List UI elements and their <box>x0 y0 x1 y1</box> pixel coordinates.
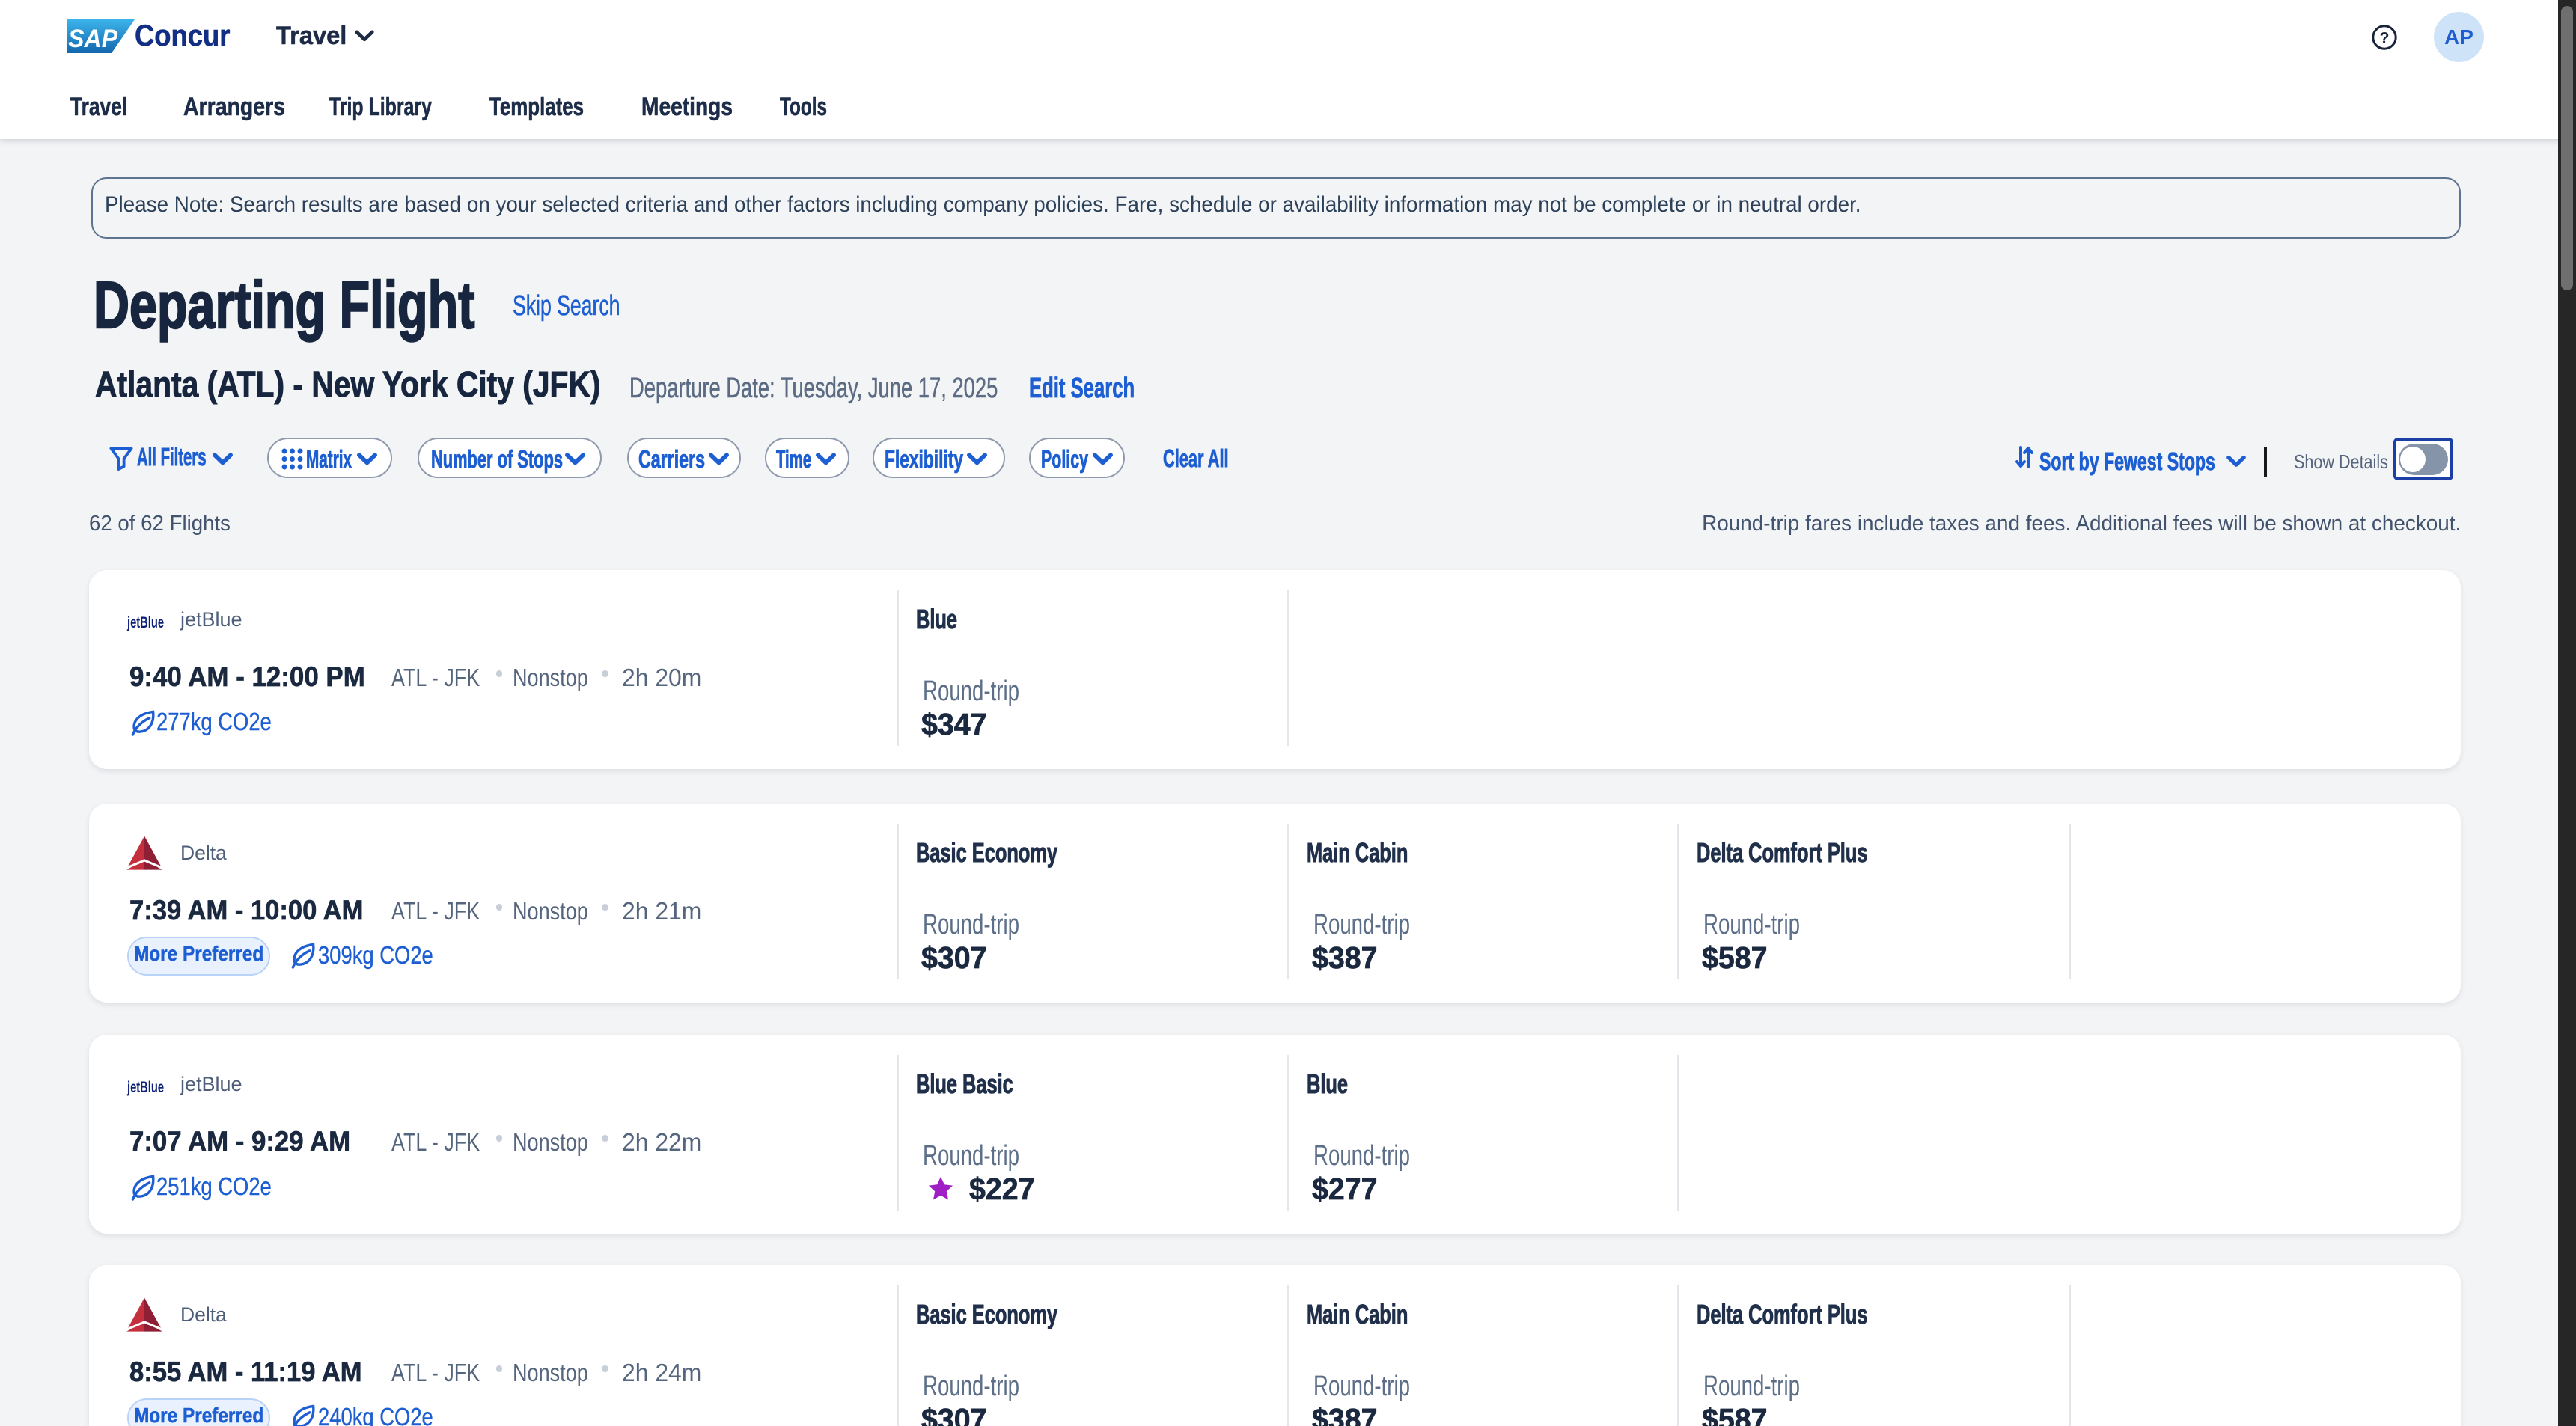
svg-text:SAP: SAP <box>68 25 117 53</box>
svg-text:?: ? <box>2380 29 2390 46</box>
